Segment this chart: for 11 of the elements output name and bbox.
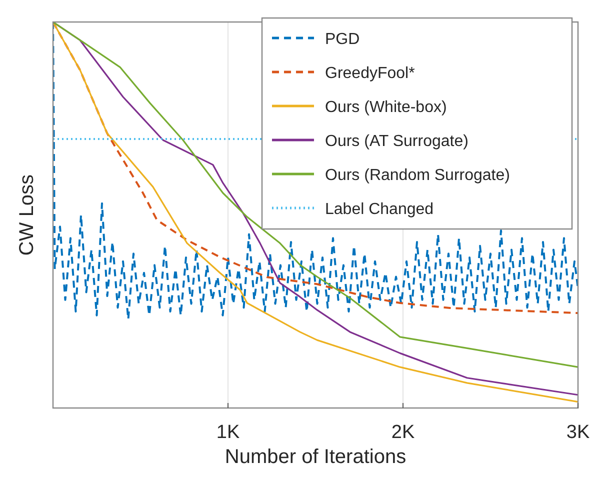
legend-label: Label Changed (325, 201, 434, 218)
legend-label: Ours (White-box) (325, 99, 447, 116)
legend-label: Ours (Random Surrogate) (325, 167, 510, 184)
x-tick-label: 2K (391, 422, 415, 443)
y-axis-title: CW Loss (16, 174, 38, 256)
x-axis-title: Number of Iterations (224, 446, 406, 468)
legend-label: GreedyFool* (325, 65, 415, 82)
x-tick-label: 3K (566, 422, 590, 443)
legend-label: PGD (325, 31, 360, 48)
legend-label: Ours (AT Surrogate) (325, 133, 468, 150)
x-tick-label: 1K (216, 422, 240, 443)
